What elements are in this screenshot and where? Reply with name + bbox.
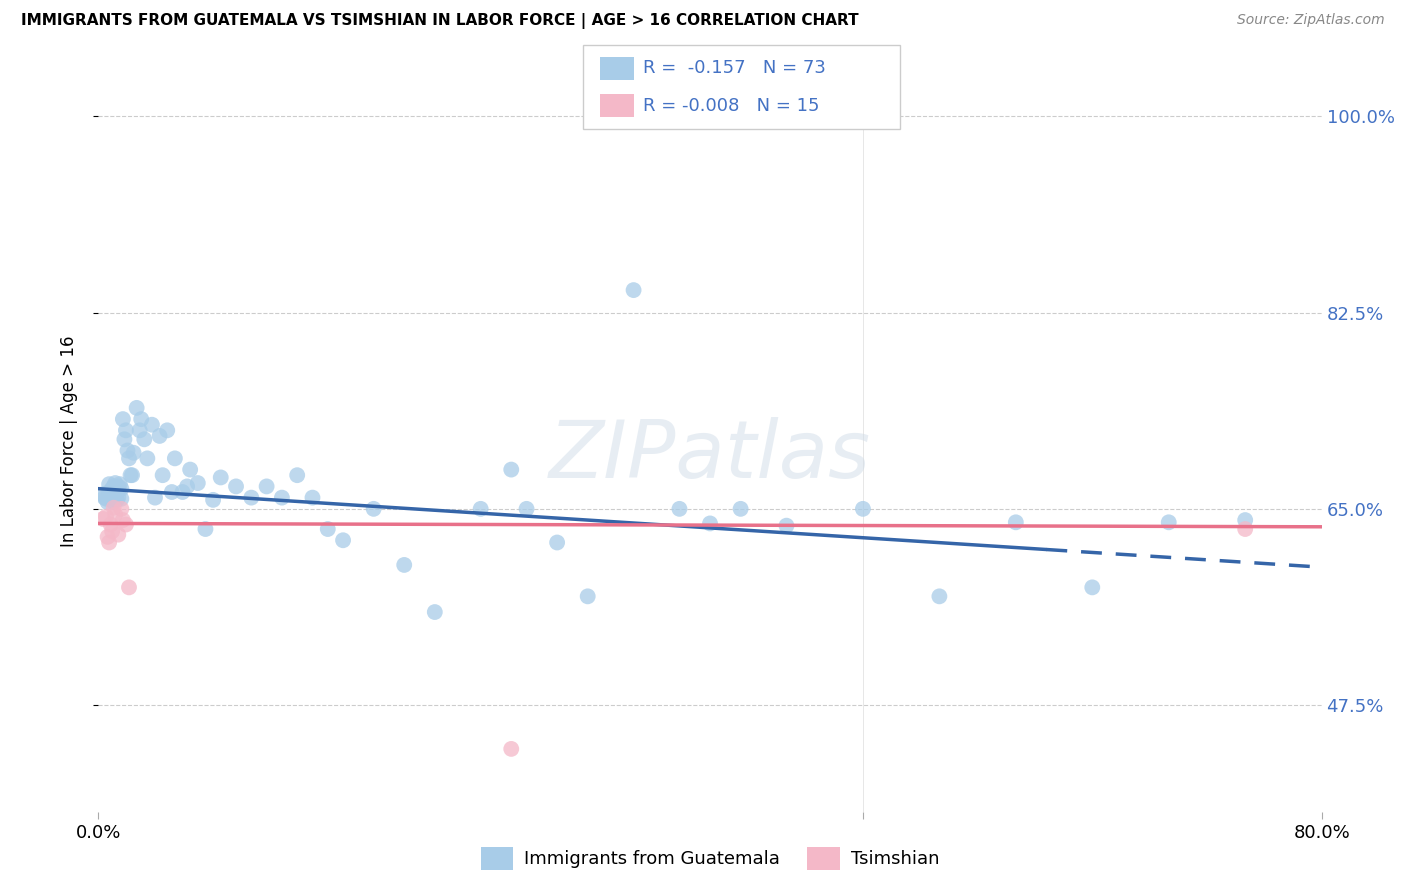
Point <box>111 513 134 527</box>
Point <box>501 462 523 476</box>
Point <box>187 476 209 491</box>
Point <box>470 501 492 516</box>
Point <box>104 508 127 522</box>
Point <box>112 432 135 446</box>
Point <box>94 509 117 524</box>
Point <box>111 412 134 426</box>
Point <box>775 518 797 533</box>
Point <box>316 522 339 536</box>
Point <box>1081 580 1104 594</box>
Point <box>516 501 538 516</box>
Point <box>152 468 174 483</box>
Point <box>852 501 875 516</box>
Point <box>546 535 568 549</box>
Point <box>107 527 129 541</box>
Point <box>240 491 263 505</box>
Point <box>105 492 128 507</box>
Point <box>117 443 139 458</box>
Point <box>98 535 121 549</box>
Point <box>103 479 125 493</box>
Point <box>93 491 115 505</box>
Y-axis label: In Labor Force | Age > 16: In Labor Force | Age > 16 <box>59 335 77 548</box>
Point <box>270 491 292 505</box>
Point <box>141 417 163 432</box>
Text: R = -0.008   N = 15: R = -0.008 N = 15 <box>643 96 820 114</box>
Point <box>122 446 145 460</box>
Point <box>176 479 198 493</box>
Point <box>179 462 201 476</box>
Point <box>105 485 128 500</box>
Point <box>118 451 141 466</box>
Point <box>98 485 121 500</box>
Point <box>256 479 278 493</box>
Point <box>136 451 159 466</box>
Point <box>576 590 599 604</box>
Point <box>392 558 416 572</box>
Point <box>121 468 143 483</box>
Text: Source: ZipAtlas.com: Source: ZipAtlas.com <box>1237 13 1385 28</box>
Point <box>110 501 132 516</box>
Point <box>100 491 122 505</box>
Point <box>91 512 114 526</box>
Point <box>225 479 247 493</box>
Point <box>107 491 129 505</box>
Point <box>172 485 194 500</box>
Point <box>110 491 132 506</box>
Point <box>423 605 446 619</box>
Point <box>1234 522 1257 536</box>
Text: IMMIGRANTS FROM GUATEMALA VS TSIMSHIAN IN LABOR FORCE | AGE > 16 CORRELATION CHA: IMMIGRANTS FROM GUATEMALA VS TSIMSHIAN I… <box>21 13 859 29</box>
Point <box>100 517 122 532</box>
Point <box>110 482 132 496</box>
Point <box>120 468 142 483</box>
Point <box>115 423 138 437</box>
Point <box>928 590 950 604</box>
Point <box>129 412 152 426</box>
Point <box>363 501 385 516</box>
Point <box>285 468 308 483</box>
Point <box>501 742 523 756</box>
Point <box>107 479 129 493</box>
Point <box>108 477 131 491</box>
Point <box>1004 516 1026 530</box>
Legend: Immigrants from Guatemala, Tsimshian: Immigrants from Guatemala, Tsimshian <box>474 840 946 877</box>
Text: ZIPatlas: ZIPatlas <box>548 417 872 495</box>
Point <box>332 533 354 548</box>
Point <box>156 423 179 437</box>
Point <box>143 491 166 505</box>
Point <box>103 495 125 509</box>
Point <box>202 492 225 507</box>
Point <box>623 283 645 297</box>
Text: R =  -0.157   N = 73: R = -0.157 N = 73 <box>643 60 825 78</box>
Point <box>97 530 120 544</box>
Point <box>730 501 752 516</box>
Point <box>194 522 217 536</box>
Point <box>94 491 117 506</box>
Point <box>103 500 125 515</box>
Point <box>115 517 138 532</box>
Point <box>101 524 124 539</box>
Point <box>699 516 721 531</box>
Point <box>149 429 172 443</box>
Point <box>1234 513 1257 527</box>
Point <box>301 491 323 505</box>
Point <box>101 491 124 505</box>
Point <box>209 470 232 484</box>
Point <box>118 580 141 594</box>
Point <box>128 423 150 437</box>
Point <box>668 501 690 516</box>
Point <box>97 495 120 509</box>
Point <box>160 485 183 500</box>
Point <box>91 487 114 501</box>
Point <box>134 432 156 446</box>
Point <box>98 477 121 491</box>
Point <box>163 451 186 466</box>
Point <box>125 401 148 415</box>
Point <box>1157 516 1180 530</box>
Point <box>101 482 124 496</box>
Point <box>104 476 127 491</box>
